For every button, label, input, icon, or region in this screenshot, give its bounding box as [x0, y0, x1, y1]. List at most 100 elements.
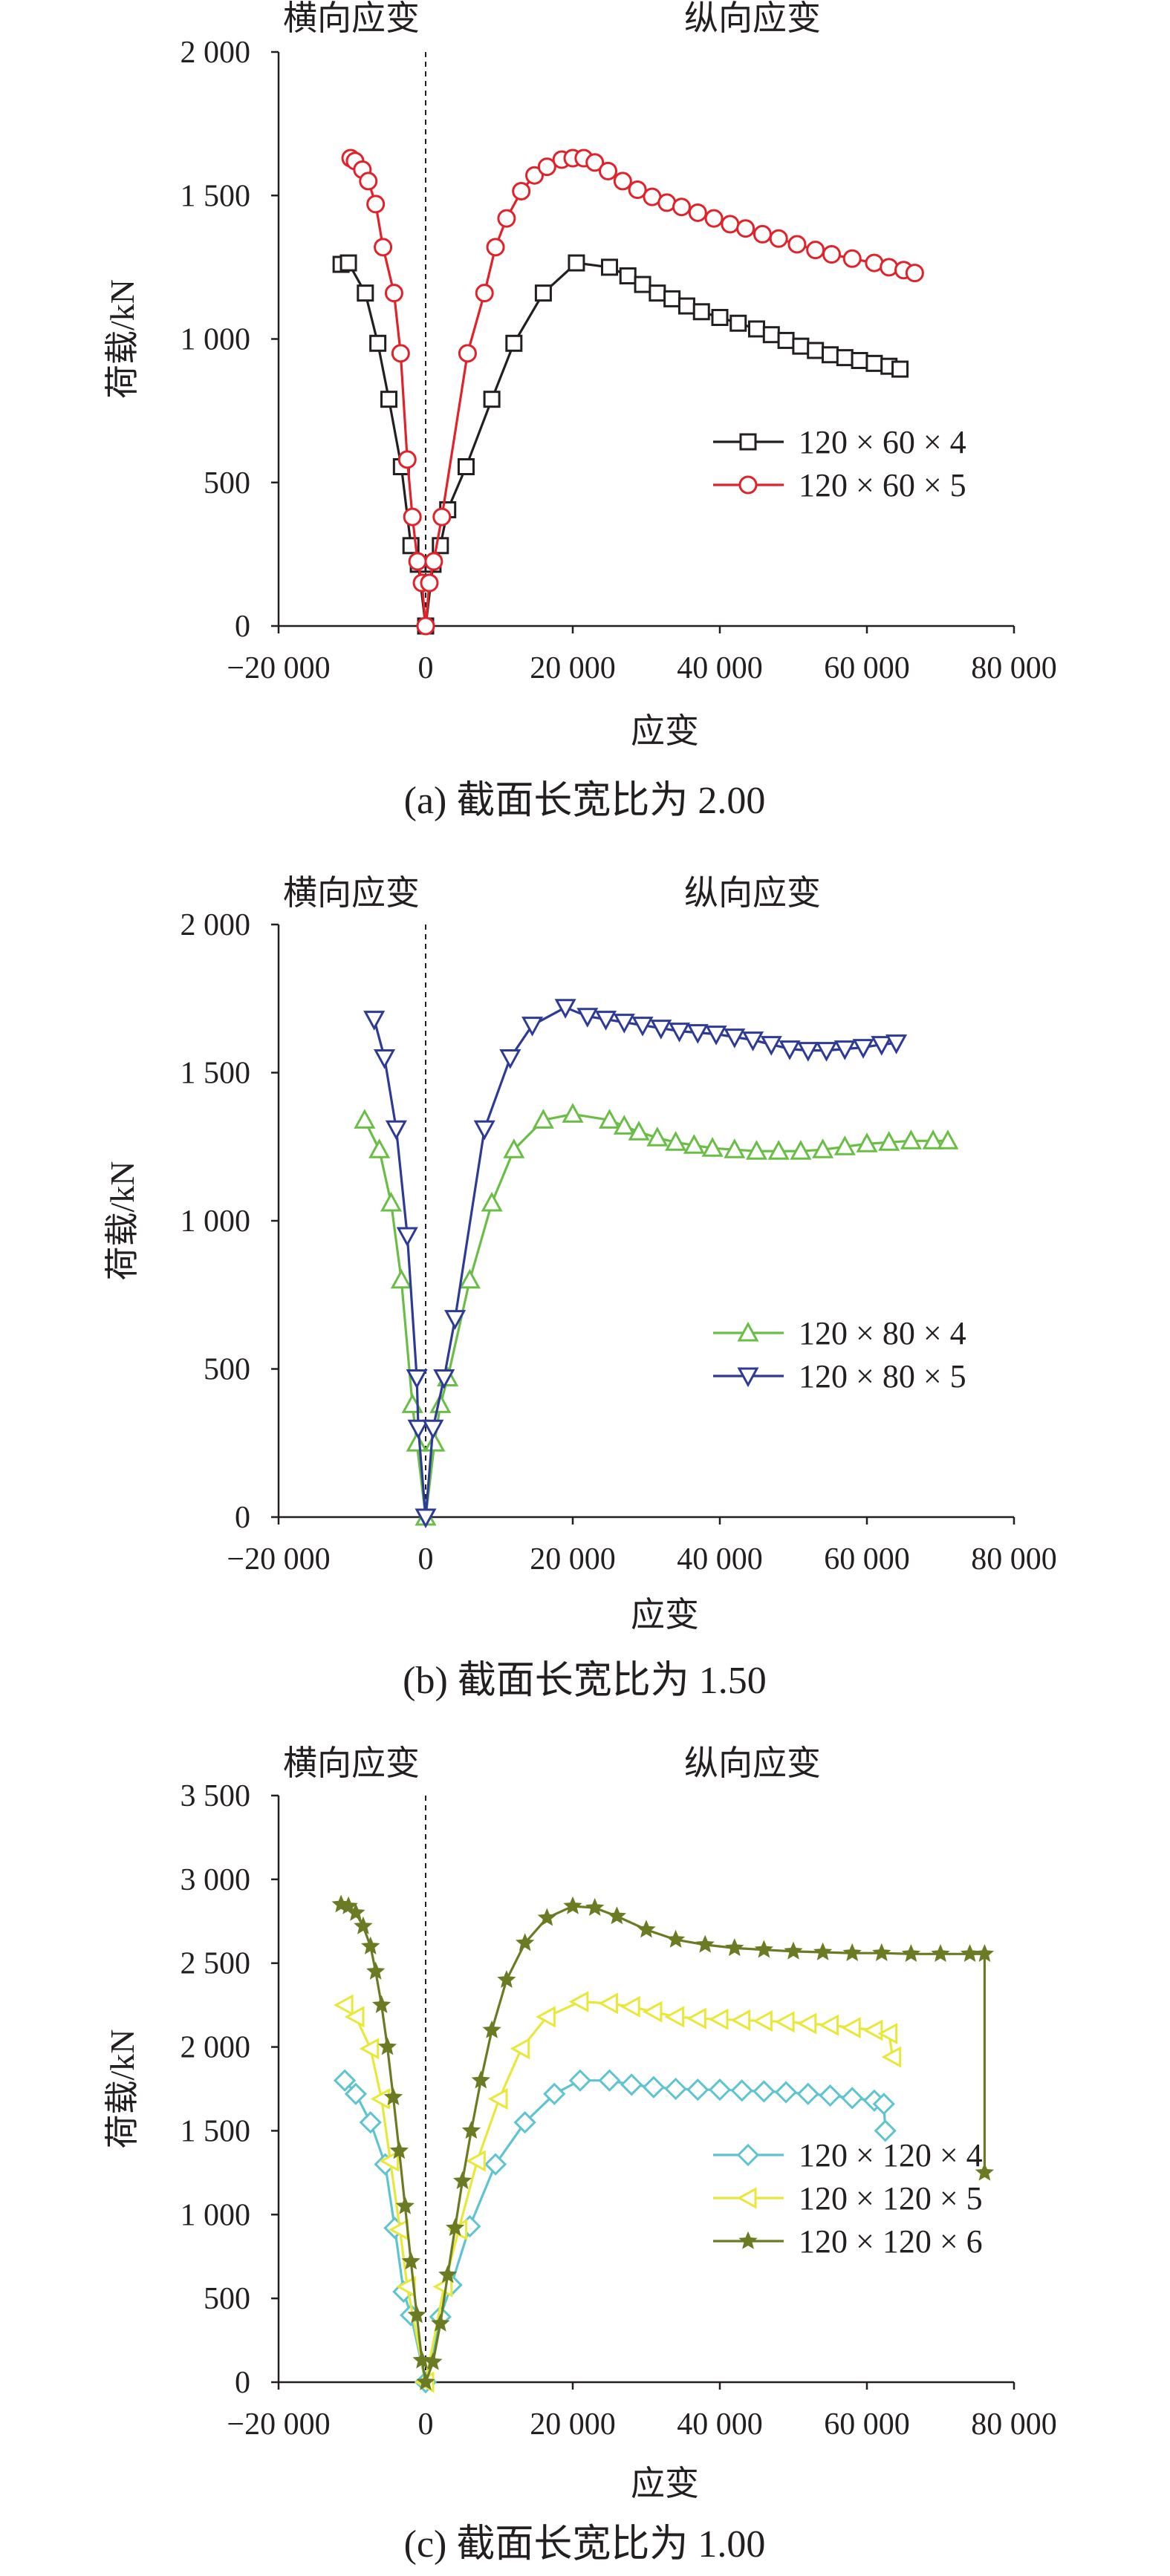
transverse-strain-label: 横向应变 [283, 0, 420, 37]
legend-label: 120 × 120 × 6 [799, 2223, 983, 2260]
series-1 [363, 999, 908, 1529]
data-point [812, 1138, 834, 1158]
chart-panel-0: 0 500 1 000 1 500 2 000 −20 000 0 20 000 40 000 6… [103, 0, 1057, 822]
data-point [458, 344, 477, 363]
data-point [379, 2150, 399, 2172]
data-point [885, 1034, 908, 1054]
data-point [391, 344, 410, 363]
data-point [666, 1929, 686, 1948]
data-point [415, 1508, 437, 1529]
data-point [619, 267, 637, 284]
y-tick-label: 1 000 [181, 2198, 251, 2232]
longitudinal-strain-label: 纵向应变 [684, 1744, 821, 1782]
legend-item: 120 × 120 × 6 [713, 2223, 983, 2260]
data-point [366, 1961, 386, 1980]
y-tick-label: 2 000 [181, 36, 251, 70]
data-point [344, 2082, 368, 2105]
data-point [872, 1943, 891, 1961]
data-point [432, 507, 452, 526]
data-point [724, 1138, 746, 1158]
y-axis-label: 荷载/kN [103, 1161, 141, 1281]
data-point [769, 229, 788, 248]
data-point [806, 241, 825, 260]
data-point [433, 1369, 455, 1389]
data-point [664, 2006, 685, 2028]
data-point [784, 1941, 803, 1960]
data-point [525, 166, 545, 185]
data-point [711, 309, 729, 327]
data-point [701, 1137, 724, 1157]
data-point [822, 244, 841, 264]
data-point [686, 2078, 709, 2101]
chart-panel-1: 0 500 1 000 1 500 2 000 −20 000 0 20 000 40 000 6… [103, 874, 1057, 1702]
x-tick-label: −20 000 [227, 1542, 330, 1576]
data-point [497, 1970, 516, 1989]
x-tick-label: 80 000 [971, 2407, 1057, 2442]
data-point [377, 2037, 397, 2055]
data-point [725, 1938, 744, 1957]
data-point [841, 2017, 861, 2039]
x-tick-label: 60 000 [824, 1542, 910, 1576]
data-point [499, 1049, 521, 1069]
data-point [512, 181, 531, 200]
legend-label: 120 × 60 × 4 [799, 424, 966, 460]
data-point [813, 1942, 833, 1960]
legend-label: 120 × 60 × 5 [799, 467, 966, 503]
data-point [753, 2010, 773, 2032]
x-tick-label: 80 000 [971, 651, 1057, 685]
data-point [880, 258, 899, 277]
data-point [601, 258, 618, 276]
legend-item: 120 × 80 × 4 [713, 1315, 966, 1351]
data-point [613, 1115, 635, 1135]
data-point [822, 346, 839, 364]
data-point [598, 1992, 618, 2015]
data-point [354, 1109, 376, 1129]
y-tick-label: 1 500 [181, 2114, 251, 2148]
data-point [383, 2087, 403, 2106]
data-point [865, 354, 883, 372]
data-point [836, 349, 854, 367]
legend-swatch-marker [737, 1367, 759, 1388]
data-point [730, 2009, 751, 2031]
longitudinal-strain-label: 纵向应变 [684, 874, 821, 912]
data-point [960, 1944, 980, 1963]
data-point [568, 254, 585, 272]
data-point [503, 1138, 525, 1158]
data-point [742, 1031, 764, 1051]
data-point [416, 616, 435, 636]
data-point [790, 1140, 812, 1160]
data-point [797, 1042, 819, 1062]
data-point [505, 334, 523, 352]
data-point [833, 1135, 856, 1155]
data-point [736, 219, 755, 238]
data-point [422, 1419, 444, 1440]
data-point [585, 153, 605, 172]
data-point [515, 1933, 535, 1951]
data-point [774, 2081, 798, 2104]
data-point [420, 573, 439, 593]
data-point [384, 284, 403, 303]
data-point [486, 238, 505, 257]
data-point [669, 1023, 691, 1043]
data-point [754, 1940, 774, 1958]
y-tick-label: 1 500 [181, 1057, 251, 1091]
data-point [905, 264, 924, 283]
data-point [431, 2313, 450, 2332]
x-tick-label: 40 000 [677, 2407, 763, 2442]
data-point [862, 2019, 883, 2041]
data-point [777, 331, 795, 349]
data-point [368, 1138, 391, 1158]
data-point [406, 1369, 428, 1389]
data-point [534, 284, 552, 302]
data-point [444, 1310, 467, 1330]
data-point [852, 1039, 874, 1059]
data-point [881, 2046, 902, 2068]
data-point [874, 2119, 897, 2142]
data-point [483, 391, 501, 408]
y-tick-label: 1 500 [181, 179, 251, 213]
transverse-strain-label: 横向应变 [283, 874, 420, 912]
data-point [792, 337, 810, 355]
x-tick-label: 80 000 [971, 1542, 1057, 1576]
data-point [466, 2150, 486, 2172]
data-point [686, 1024, 709, 1044]
